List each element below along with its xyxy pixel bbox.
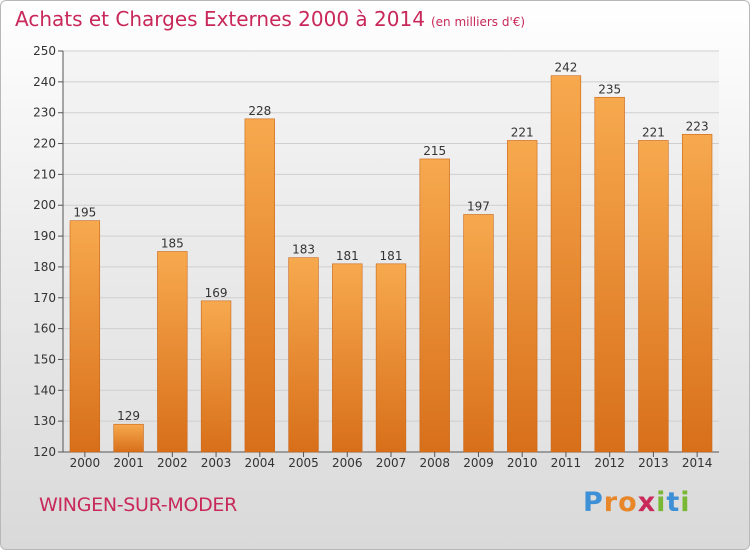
bar — [507, 140, 538, 453]
data-label: 221 — [511, 125, 534, 139]
town-name: WINGEN-SUR-MODER — [39, 494, 238, 516]
x-tick-label: 2000 — [70, 456, 101, 470]
bar — [200, 300, 232, 453]
bar — [463, 214, 494, 453]
bar — [550, 75, 582, 453]
logo-letter: x — [637, 487, 657, 518]
data-label: 183 — [292, 243, 315, 257]
bar — [681, 133, 713, 453]
data-label: 242 — [554, 61, 577, 75]
bar — [332, 263, 363, 453]
data-label: 235 — [598, 82, 621, 96]
bar — [375, 263, 407, 453]
x-tick-label: 2003 — [201, 456, 232, 470]
x-tick-label: 2002 — [157, 456, 188, 470]
x-tick-label: 2011 — [551, 456, 582, 470]
x-tick-label: 2005 — [288, 456, 319, 470]
data-label: 129 — [117, 409, 140, 423]
bar — [69, 220, 101, 453]
data-label: 181 — [336, 249, 359, 263]
bar — [419, 158, 450, 453]
x-tick-label: 2006 — [332, 456, 363, 470]
data-label: 181 — [380, 249, 403, 263]
bar — [594, 96, 625, 453]
bar — [638, 140, 669, 453]
data-label: 169 — [205, 286, 228, 300]
y-tick-label: 200 — [33, 198, 56, 212]
data-label: 215 — [423, 144, 446, 158]
bar — [157, 251, 188, 453]
data-label: 195 — [73, 206, 96, 220]
logo-letter: i — [656, 487, 667, 518]
bar — [113, 423, 144, 453]
data-label: 221 — [642, 125, 665, 139]
logo-letter: P — [583, 487, 604, 518]
data-label: 185 — [161, 237, 184, 251]
x-tick-label: 2013 — [638, 456, 669, 470]
bar — [244, 118, 275, 453]
y-tick-label: 180 — [33, 260, 56, 274]
data-label: 197 — [467, 199, 490, 213]
y-tick-label: 160 — [33, 322, 56, 336]
chart-title: Achats et Charges Externes 2000 à 2014 (e… — [15, 7, 525, 31]
y-tick-label: 130 — [33, 414, 56, 428]
data-label: 223 — [686, 119, 709, 133]
bar — [288, 257, 319, 453]
chart-title-text: Achats et Charges Externes 2000 à 2014 — [15, 7, 425, 31]
logo-letter: i — [680, 487, 691, 518]
x-tick-label: 2007 — [376, 456, 407, 470]
x-tick-label: 2012 — [594, 456, 625, 470]
x-tick-label: 2008 — [419, 456, 450, 470]
y-tick-label: 250 — [33, 44, 56, 58]
y-tick-label: 170 — [33, 291, 56, 305]
x-tick-label: 2009 — [463, 456, 494, 470]
logo-letter: r — [603, 487, 619, 518]
chart-subtitle: (en milliers d'€) — [430, 15, 526, 29]
x-tick-label: 2014 — [682, 456, 713, 470]
y-tick-label: 150 — [33, 352, 56, 366]
x-tick-label: 2001 — [113, 456, 144, 470]
y-tick-label: 210 — [33, 167, 56, 181]
logo-letter: o — [618, 487, 638, 518]
data-label: 228 — [248, 104, 271, 118]
logo-letter: t — [666, 487, 681, 518]
y-tick-label: 140 — [33, 383, 56, 397]
x-tick-label: 2010 — [507, 456, 538, 470]
x-tick-label: 2004 — [245, 456, 276, 470]
y-tick-label: 240 — [33, 75, 56, 89]
y-tick-label: 220 — [33, 137, 56, 151]
proxiti-logo: Proxiti — [583, 487, 691, 518]
y-tick-label: 230 — [33, 106, 56, 120]
y-tick-label: 120 — [33, 445, 56, 459]
y-tick-label: 190 — [33, 229, 56, 243]
